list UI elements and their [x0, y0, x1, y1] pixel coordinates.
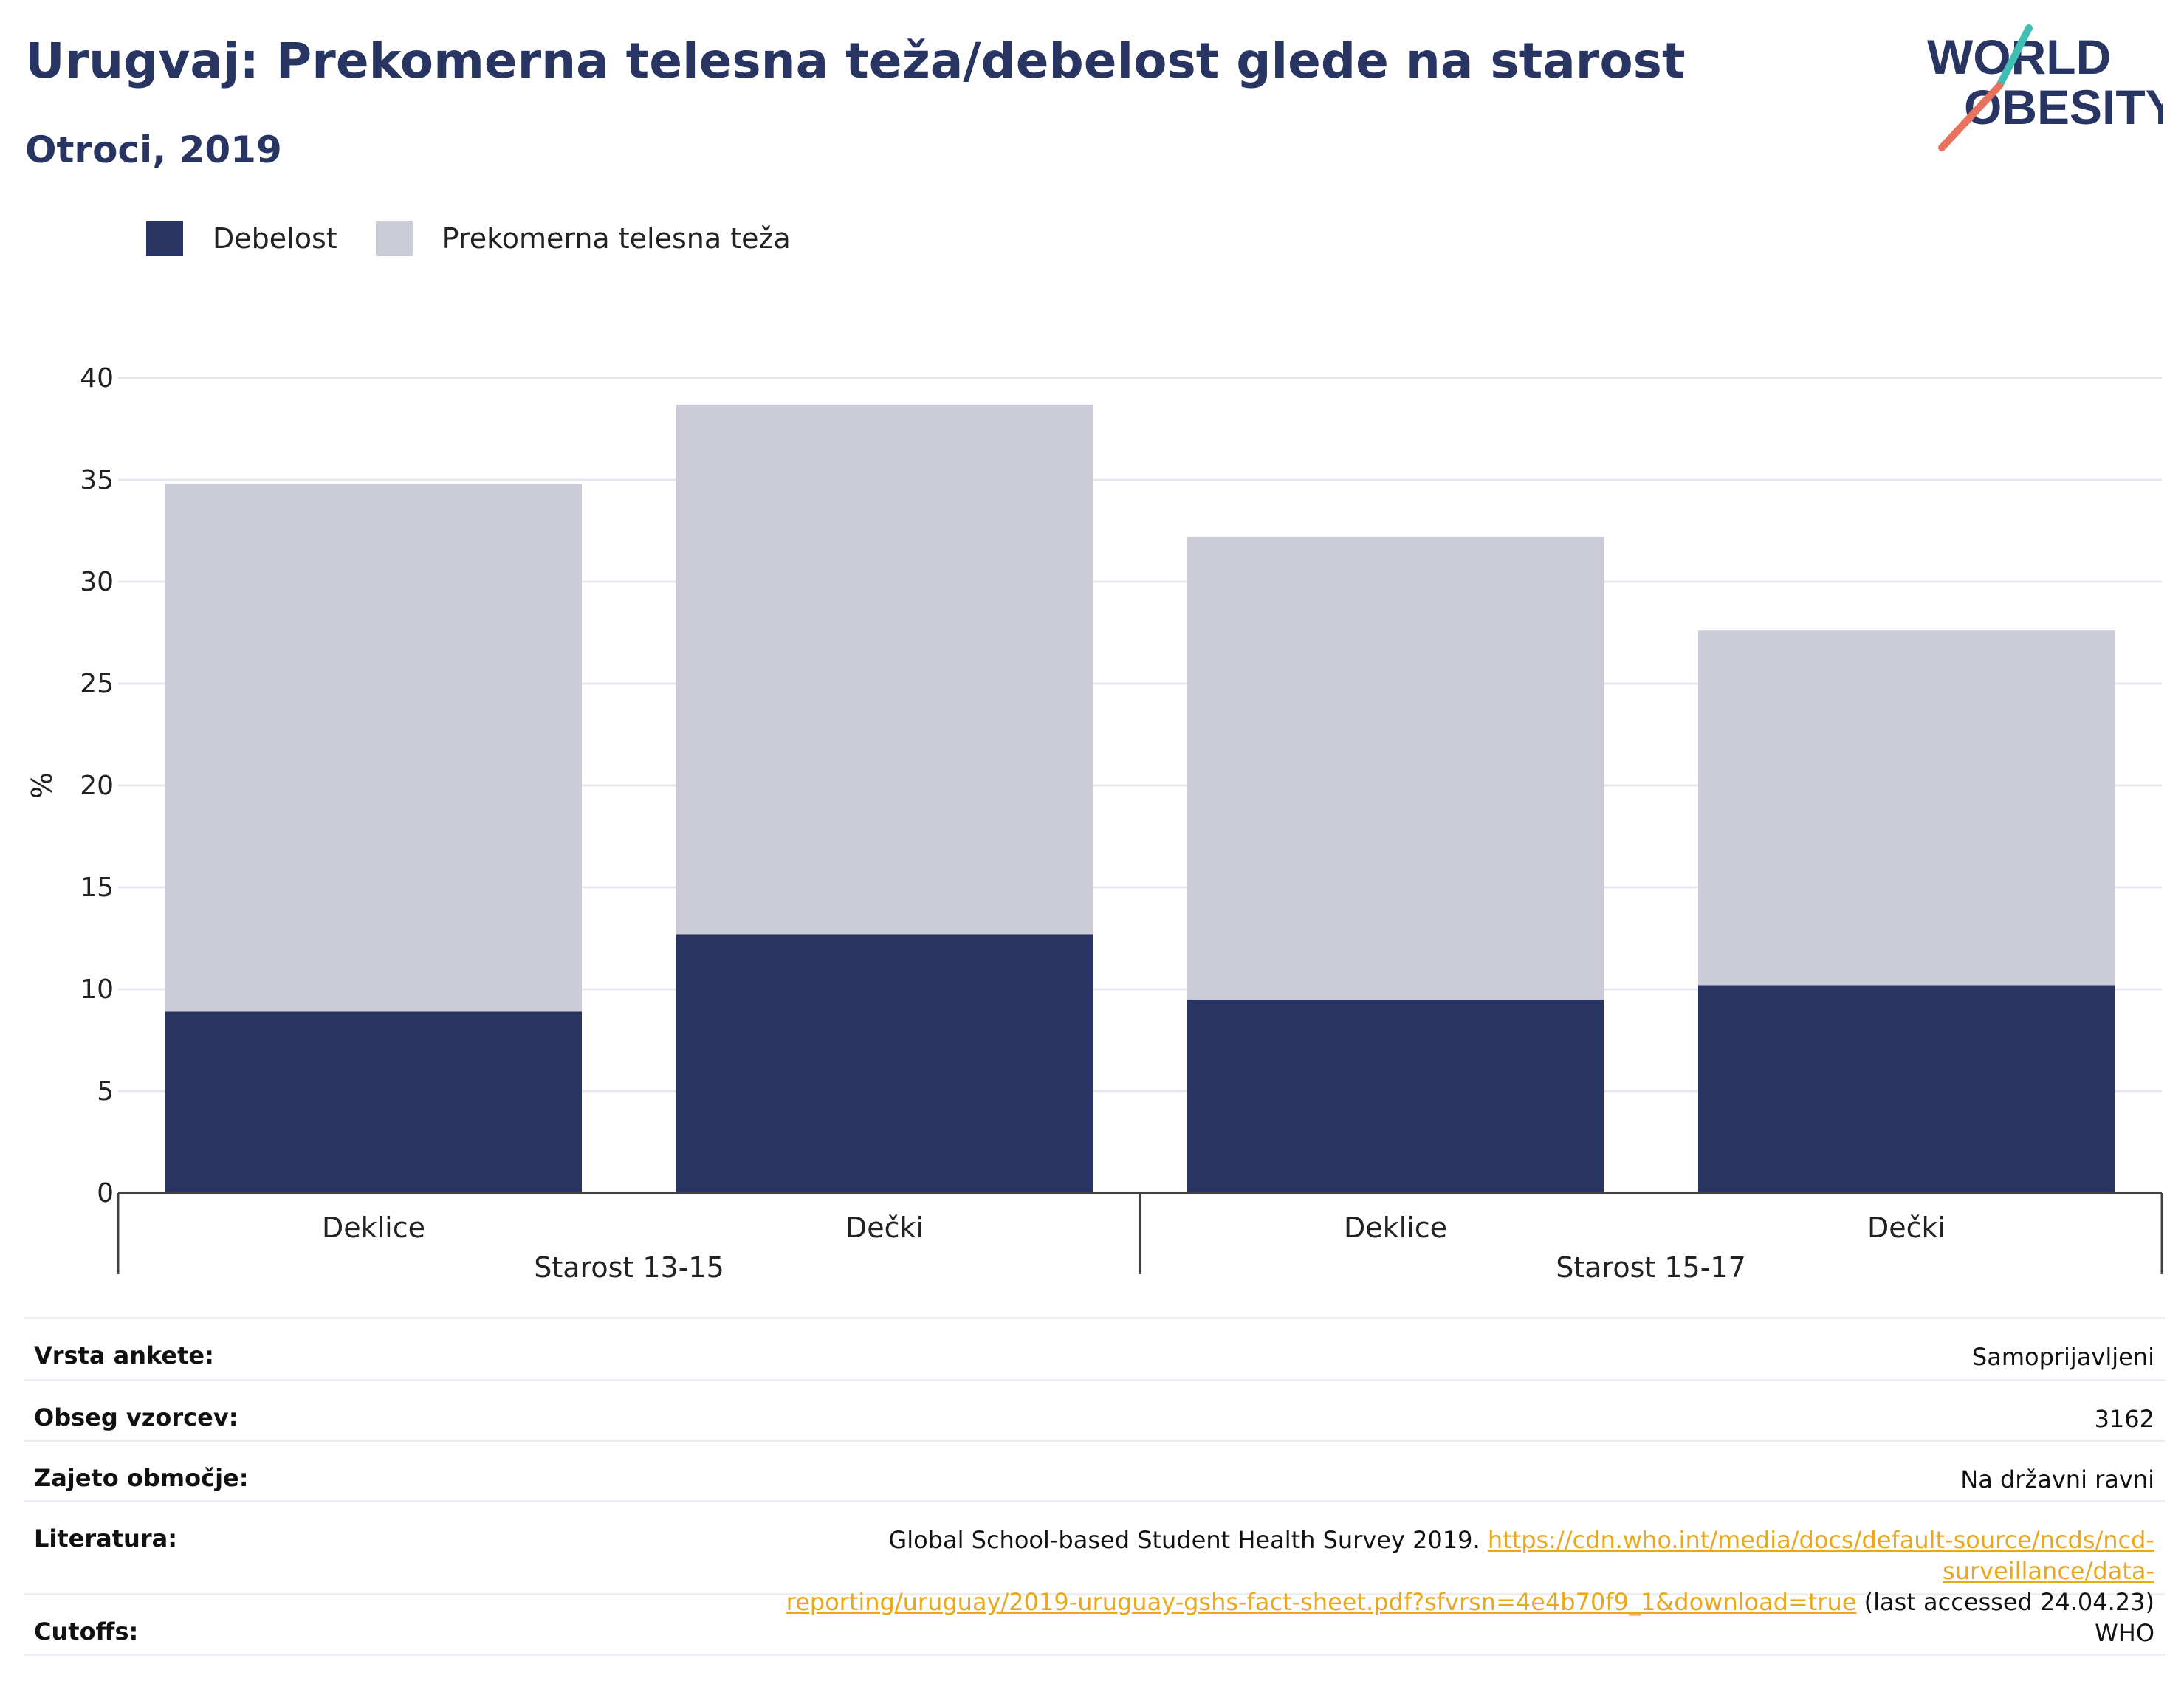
- info-key: Zajeto območje:: [34, 1464, 249, 1492]
- literature-link[interactable]: https://cdn.who.int/media/docs/default-s…: [1487, 1526, 2154, 1585]
- info-row-sample-size: Obseg vzorcev: 3162: [24, 1381, 2165, 1442]
- bar-obesity: [165, 1011, 582, 1193]
- literature-link[interactable]: reporting/uruguay/2019-uruguay-gshs-fact…: [786, 1588, 1857, 1616]
- x-tick-label: Dečki: [1867, 1211, 1946, 1244]
- info-value: 3162: [2094, 1405, 2154, 1433]
- y-tick-label: 5: [97, 1076, 114, 1107]
- y-tick-label: 40: [80, 363, 114, 393]
- bar-overweight: [1698, 630, 2115, 986]
- y-tick-label: 30: [80, 567, 114, 597]
- info-key: Literatura:: [34, 1524, 177, 1553]
- stacked-bar-chart: 0 5 10 15 20 25 30 35 40% Deklice Dečki Deklice Dečk…: [26, 363, 2163, 1284]
- literature-text: Global School-based Student Health Surve…: [888, 1526, 1480, 1554]
- chart-legend: Debelost Prekomerna telesna teža: [146, 219, 829, 258]
- info-key: Obseg vzorcev:: [34, 1403, 238, 1431]
- y-tick-label: 20: [80, 771, 114, 801]
- chart-title: Urugvaj: Prekomerna telesna teža/debelos…: [25, 32, 1686, 89]
- bar-overweight: [165, 484, 582, 1012]
- bar-obesity: [1187, 999, 1604, 1193]
- svg-text:WORLD: WORLD: [1927, 30, 2111, 84]
- info-value: Na državni ravni: [1960, 1465, 2154, 1493]
- info-row-cutoffs: Cutoffs: WHO: [24, 1595, 2165, 1656]
- info-key: Vrsta ankete:: [34, 1341, 214, 1369]
- legend-label-overweight: Prekomerna telesna teža: [442, 222, 791, 255]
- group-label: Starost 13-15: [534, 1251, 724, 1284]
- info-table: Vrsta ankete: Samoprijavljeni Obseg vzor…: [24, 1317, 2165, 1656]
- info-row-survey-type: Vrsta ankete: Samoprijavljeni: [24, 1319, 2165, 1381]
- chart-subtitle: Otroci, 2019: [25, 128, 282, 171]
- bar-overweight: [676, 404, 1093, 935]
- literature-accessed: (last accessed 24.04.23): [1864, 1588, 2154, 1616]
- info-row-literature: Literatura: Global School-based Student …: [24, 1502, 2165, 1616]
- info-row-area: Zajeto območje: Na državni ravni: [24, 1442, 2165, 1502]
- y-tick-label: 25: [80, 669, 114, 699]
- y-axis-label: %: [26, 772, 58, 799]
- y-tick-label: 10: [80, 974, 114, 1005]
- legend-item-overweight: Prekomerna telesna teža: [375, 221, 791, 256]
- x-tick-label: Dečki: [845, 1211, 924, 1244]
- legend-swatch-obesity: [146, 221, 183, 256]
- y-tick-label: 0: [97, 1178, 114, 1208]
- world-obesity-logo: WORLD OBESITY: [1927, 24, 2163, 151]
- group-label: Starost 15-17: [1556, 1251, 1746, 1284]
- x-tick-label: Deklice: [322, 1211, 425, 1244]
- bar-overweight: [1187, 537, 1604, 1000]
- info-key: Cutoffs:: [34, 1617, 139, 1646]
- info-value: WHO: [2095, 1619, 2154, 1647]
- legend-label-obesity: Debelost: [213, 222, 337, 255]
- bar-obesity: [676, 934, 1093, 1193]
- bar-obesity: [1698, 985, 2115, 1193]
- info-value: Samoprijavljeni: [1971, 1343, 2154, 1371]
- legend-item-obesity: Debelost: [146, 221, 337, 256]
- y-tick-label: 15: [80, 873, 114, 903]
- y-tick-label: 35: [80, 465, 114, 495]
- legend-swatch-overweight: [375, 221, 413, 256]
- x-tick-label: Deklice: [1344, 1211, 1447, 1244]
- info-value-literature: Global School-based Student Health Surve…: [678, 1524, 2154, 1617]
